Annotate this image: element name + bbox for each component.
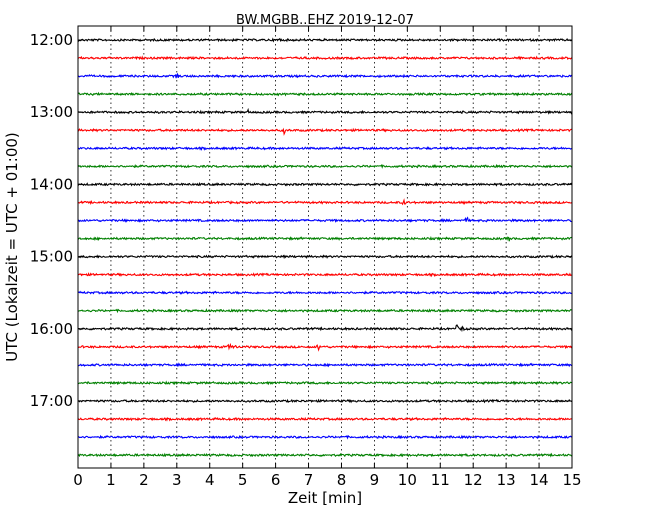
seismic-trace [77, 146, 573, 151]
y-axis-label: UTC (Lokalzeit = UTC + 01:00) [3, 132, 21, 362]
seismic-trace [77, 91, 573, 97]
seismic-trace [77, 380, 573, 386]
x-axis: 0 1 2 3 4 5 6 7 8 9 10 11 12 13 14 15 [73, 26, 582, 489]
seismic-trace [77, 362, 573, 368]
seismic-trace [77, 308, 573, 314]
x-tick-label: 11 [431, 471, 450, 489]
x-tick-label: 8 [337, 471, 347, 489]
x-tick-label: 14 [530, 471, 549, 489]
x-tick-label: 1 [106, 471, 116, 489]
x-tick-label: 15 [562, 471, 581, 489]
seismic-trace [77, 236, 573, 242]
plot-frame [77, 25, 573, 469]
x-tick-label: 0 [73, 471, 83, 489]
seismic-trace [77, 452, 573, 458]
x-tick-label: 5 [238, 471, 248, 489]
y-tick-label: 12:00 [30, 31, 73, 49]
x-tick-label: 4 [205, 471, 215, 489]
x-axis-label: Zeit [min] [288, 489, 362, 507]
seismic-trace [77, 198, 573, 206]
y-tick-label: 15:00 [30, 248, 73, 266]
grid-lines [110, 26, 540, 468]
seismic-trace [77, 434, 573, 440]
seismic-trace [77, 416, 573, 422]
x-tick-label: 7 [304, 471, 314, 489]
x-tick-label: 13 [497, 471, 516, 489]
seismic-trace [77, 163, 573, 169]
seismic-trace [77, 72, 573, 79]
seismic-trace [77, 127, 573, 136]
x-tick-label: 6 [271, 471, 281, 489]
x-tick-label: 3 [172, 471, 182, 489]
x-tick-label: 9 [370, 471, 380, 489]
y-tick-label: 16:00 [30, 320, 73, 338]
trace-group [77, 37, 573, 458]
y-axis: 12:00 13:00 14:00 15:00 16:00 17:00 [30, 31, 572, 410]
seismic-trace [77, 290, 573, 295]
seismic-trace [77, 181, 573, 187]
seismic-trace [77, 55, 573, 61]
y-tick-label: 13:00 [30, 103, 73, 121]
seismic-trace [77, 254, 573, 260]
seismic-trace [77, 272, 573, 278]
x-tick-label: 12 [464, 471, 483, 489]
x-tick-label: 10 [398, 471, 417, 489]
seismic-trace [77, 216, 573, 223]
seismic-trace [77, 324, 573, 333]
seismic-trace [77, 398, 573, 404]
x-tick-label: 2 [139, 471, 149, 489]
chart-title: BW.MGBB..EHZ 2019-12-07 [236, 13, 414, 28]
y-tick-label: 14:00 [30, 175, 73, 193]
seismic-trace [77, 342, 573, 352]
seismic-trace [77, 37, 573, 43]
y-tick-label: 17:00 [30, 392, 73, 410]
seismic-trace [77, 107, 573, 115]
